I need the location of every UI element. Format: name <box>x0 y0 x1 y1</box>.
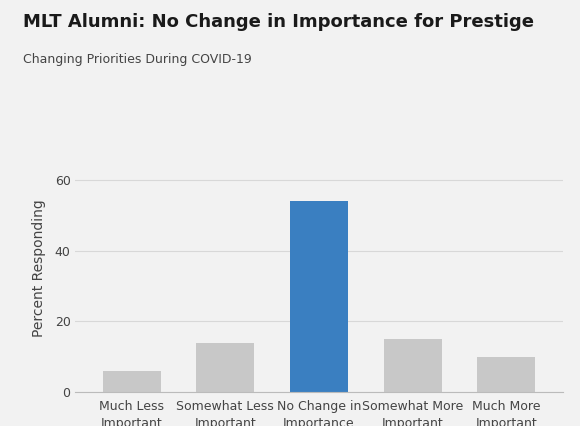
Bar <box>383 339 442 392</box>
Text: MLT Alumni: No Change in Importance for Prestige: MLT Alumni: No Change in Importance for … <box>23 13 534 31</box>
Bar <box>477 357 535 392</box>
Bar <box>290 201 348 392</box>
Bar <box>196 343 255 392</box>
Bar <box>103 371 161 392</box>
Text: Changing Priorities During COVID-19: Changing Priorities During COVID-19 <box>23 53 252 66</box>
Y-axis label: Percent Responding: Percent Responding <box>32 199 46 337</box>
